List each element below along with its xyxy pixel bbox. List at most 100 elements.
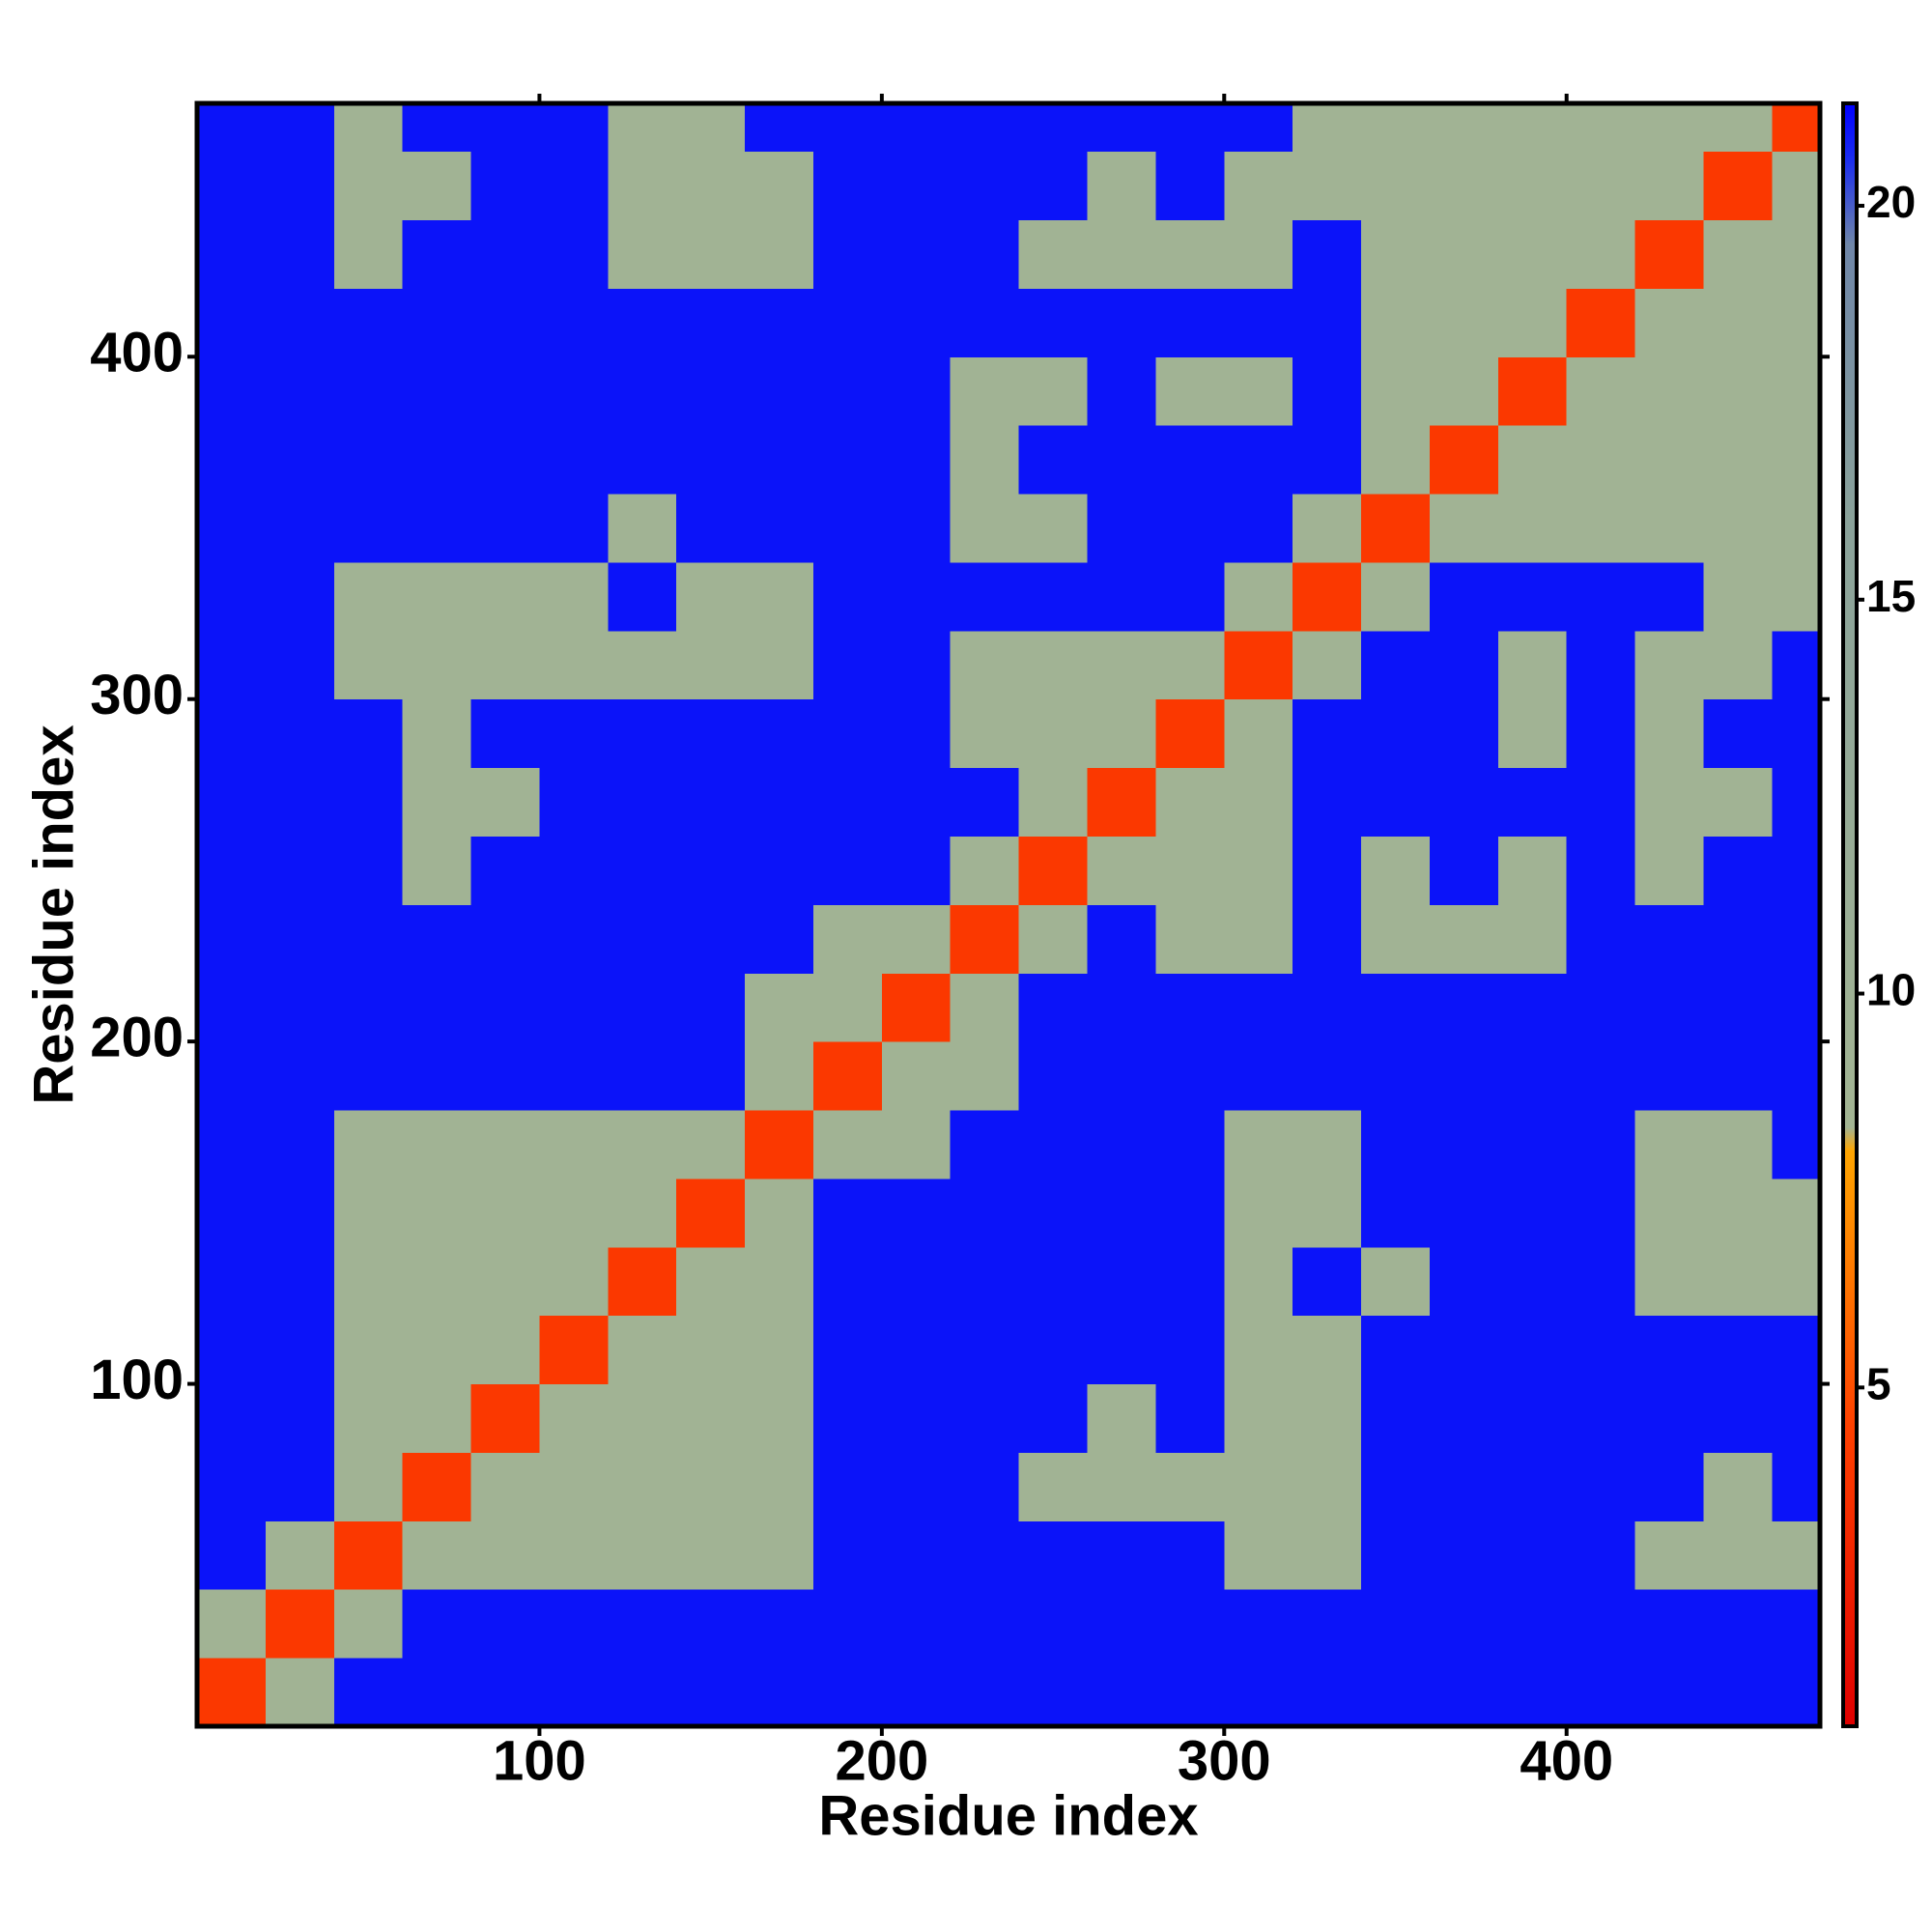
heatmap-cell: [1772, 767, 1821, 837]
heatmap-cell: [745, 494, 814, 563]
heatmap-cell: [1155, 973, 1225, 1042]
heatmap-cell: [950, 973, 1020, 1042]
heatmap-cell: [1224, 973, 1293, 1042]
heatmap-cell: [1018, 1246, 1089, 1317]
heatmap-cell: [1497, 1246, 1568, 1317]
heatmap-cell: [812, 767, 883, 837]
heatmap-cell: [333, 151, 404, 221]
heatmap-cell: [1224, 1383, 1293, 1453]
heatmap-cell: [1224, 561, 1293, 632]
heatmap-cell: [402, 425, 472, 495]
heatmap-cell: [745, 1658, 814, 1727]
heatmap-cell: [1361, 1110, 1431, 1179]
heatmap-cell: [1703, 561, 1773, 632]
heatmap-cell: [1634, 356, 1704, 426]
heatmap-cell: [1429, 1452, 1499, 1521]
heatmap-cell: [539, 1383, 609, 1453]
heatmap-cell: [881, 1246, 952, 1317]
heatmap-cell: [470, 1383, 540, 1453]
heatmap-cell: [676, 1520, 746, 1590]
heatmap-cell: [197, 1178, 267, 1248]
heatmap-cell: [333, 561, 404, 632]
heatmap-cell: [470, 1452, 540, 1521]
heatmap-cell: [1772, 1178, 1821, 1248]
heatmap-cell: [333, 1110, 404, 1179]
heatmap-cell: [1155, 356, 1225, 426]
heatmap-cell: [1224, 1041, 1293, 1111]
heatmap-cell: [333, 698, 404, 769]
heatmap-cell: [1018, 1383, 1089, 1453]
heatmap-cell: [1361, 219, 1431, 289]
heatmap-cell: [197, 561, 267, 632]
heatmap-cell: [539, 1246, 609, 1317]
heatmap-cell: [608, 1178, 677, 1248]
heatmap-cell: [1155, 630, 1225, 700]
heatmap-cell: [812, 1246, 883, 1317]
heatmap-cell: [1018, 494, 1089, 563]
heatmap-cell: [1155, 1041, 1225, 1111]
heatmap-cell: [1361, 151, 1431, 221]
heatmap-cell: [197, 103, 267, 153]
heatmap-cell: [265, 698, 335, 769]
heatmap-cell: [539, 1589, 609, 1659]
heatmap-cell: [745, 288, 814, 357]
heatmap-cell: [881, 1315, 952, 1385]
heatmap-cell: [608, 767, 677, 837]
heatmap-cell: [197, 288, 267, 357]
heatmap-cell: [1087, 151, 1156, 221]
heatmap-cell: [1224, 425, 1293, 495]
heatmap-cell: [950, 103, 1020, 153]
heatmap-cell: [676, 1315, 746, 1385]
heatmap-cell: [1497, 1041, 1568, 1111]
heatmap-cell: [1634, 1178, 1704, 1248]
heatmap-cell: [1566, 1658, 1636, 1727]
heatmap-cell: [812, 1110, 883, 1179]
heatmap-cell: [881, 1520, 952, 1590]
heatmap-cell: [1087, 1383, 1156, 1453]
heatmap-cell: [1018, 1041, 1089, 1111]
heatmap-cell: [676, 1383, 746, 1453]
heatmap-cell: [950, 425, 1020, 495]
heatmap-cell: [265, 151, 335, 221]
heatmap-cell: [1429, 767, 1499, 837]
heatmap-cell: [608, 1315, 677, 1385]
heatmap-cell: [1224, 836, 1293, 905]
heatmap-cell: [402, 1452, 472, 1521]
colorbar-tick-label: 15: [1866, 571, 1916, 621]
heatmap-cell: [402, 151, 472, 221]
heatmap-cell: [1429, 904, 1499, 974]
heatmap-cell: [676, 1589, 746, 1659]
heatmap-cell: [608, 494, 677, 563]
heatmap-cell: [812, 904, 883, 974]
heatmap-cell: [1155, 1178, 1225, 1248]
heatmap-cell: [608, 1589, 677, 1659]
heatmap-cell: [1429, 1589, 1499, 1659]
heatmap-cell: [812, 356, 883, 426]
heatmap-cell: [1703, 219, 1773, 289]
heatmap-cell: [1634, 219, 1704, 289]
heatmap-cell: [402, 973, 472, 1042]
heatmap-cell: [1155, 1315, 1225, 1385]
heatmap-cell: [812, 836, 883, 905]
heatmap-cell: [333, 1589, 404, 1659]
heatmap-cell: [265, 219, 335, 289]
heatmap-cell: [1155, 219, 1225, 289]
heatmap-cell: [1293, 103, 1362, 153]
heatmap-cell: [1224, 1452, 1293, 1521]
heatmap-cell: [265, 1383, 335, 1453]
heatmap-cell: [608, 1658, 677, 1727]
heatmap-cell: [1361, 103, 1431, 153]
heatmap-cell: [1497, 103, 1568, 153]
heatmap-cell: [1772, 1452, 1821, 1521]
x-tick-label: 200: [835, 1729, 928, 1792]
heatmap-cell: [745, 151, 814, 221]
heatmap-cell: [1429, 1383, 1499, 1453]
heatmap-cell: [812, 151, 883, 221]
heatmap-cell: [1429, 1658, 1499, 1727]
colorbar-tick-label: 10: [1866, 965, 1916, 1015]
heatmap-cell: [1703, 630, 1773, 700]
heatmap-cell: [1429, 973, 1499, 1042]
heatmap-cell: [950, 1315, 1020, 1385]
heatmap-cell: [197, 1589, 267, 1659]
